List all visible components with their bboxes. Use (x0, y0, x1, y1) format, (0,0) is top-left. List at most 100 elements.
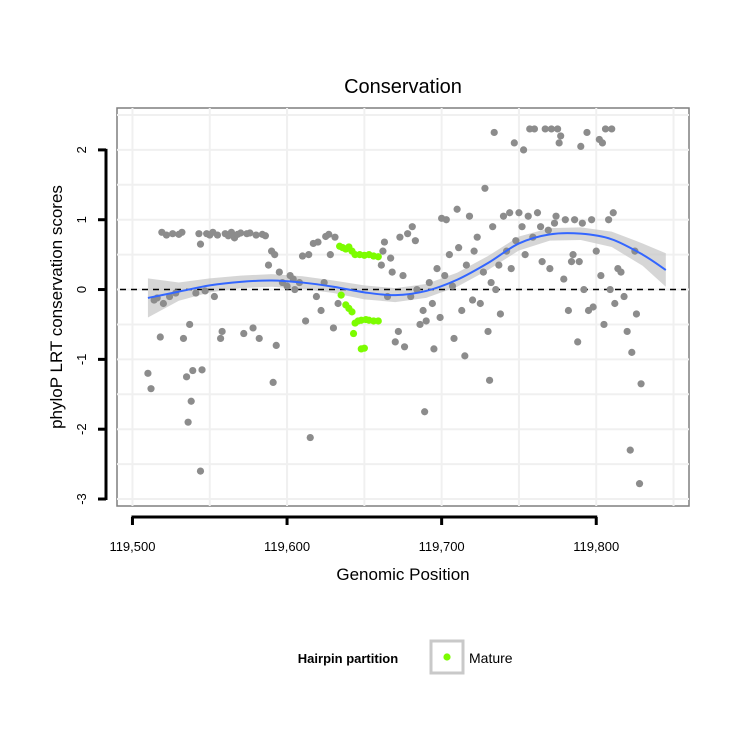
data-point-other (156, 333, 164, 341)
data-point-other (490, 128, 498, 137)
data-point-other (305, 251, 313, 259)
data-point-other (413, 285, 421, 294)
data-point-other (192, 289, 200, 297)
data-point-other (623, 327, 631, 336)
data-point-other (399, 271, 407, 280)
data-point-other (518, 223, 526, 231)
data-point-other (580, 285, 588, 294)
data-point-other (635, 480, 644, 488)
x-tick-label: 119,500 (109, 539, 155, 554)
data-point-other (597, 271, 605, 280)
data-point-mature (374, 317, 382, 325)
data-point-other (269, 378, 277, 387)
data-point-other (533, 209, 542, 217)
data-point-other (178, 228, 186, 236)
data-point-other (255, 334, 263, 343)
data-point-other (246, 229, 254, 237)
legend: Hairpin partition Mature (298, 639, 513, 675)
data-point-other (547, 125, 556, 133)
data-point-mature (348, 308, 356, 316)
data-point-other (210, 292, 218, 301)
x-axis-label: Genomic Position (336, 565, 469, 584)
data-point-other (387, 254, 395, 262)
y-tick-label: 0 (74, 286, 89, 293)
data-point-other (196, 240, 205, 248)
data-point-other (189, 366, 197, 375)
data-point-other (578, 219, 586, 227)
data-point-other (162, 231, 171, 239)
data-point-mature (374, 253, 382, 261)
legend-key-mature (443, 653, 451, 661)
x-tick-label: 119,800 (573, 539, 619, 554)
data-point-other (515, 209, 523, 217)
data-point-other (275, 268, 283, 276)
data-point-other (620, 292, 628, 301)
data-point-other (546, 264, 554, 273)
data-point-other (428, 299, 436, 308)
data-point-other (159, 299, 167, 308)
data-points-layer (144, 125, 645, 488)
data-point-other (187, 397, 195, 405)
confidence-band (147, 227, 666, 318)
data-point-other (550, 219, 559, 227)
data-point-other (519, 146, 528, 154)
data-point-other (496, 310, 504, 318)
data-point-other (314, 238, 322, 246)
data-point-other (592, 247, 600, 255)
data-point-other (606, 285, 614, 294)
data-point-other (169, 230, 177, 238)
data-point-other (404, 230, 412, 238)
data-point-other (541, 125, 549, 133)
data-point-other (198, 366, 206, 374)
data-point-other (611, 299, 619, 308)
data-point-other (195, 230, 203, 238)
data-point-other (468, 296, 477, 304)
data-point-other (291, 285, 299, 294)
data-point-other (388, 268, 396, 276)
data-point-mature (337, 291, 345, 299)
data-point-other (485, 376, 494, 384)
smooth-trend-line (147, 232, 667, 299)
chart-title: Conservation (344, 76, 462, 98)
data-point-other (530, 125, 539, 133)
data-point-other (521, 251, 529, 259)
data-point-other (575, 258, 583, 266)
data-point-other (264, 261, 273, 269)
data-point-other (609, 209, 617, 217)
data-point-other (391, 338, 399, 346)
data-point-other (583, 128, 591, 137)
data-point-other (261, 232, 270, 240)
data-point-other (425, 278, 433, 287)
data-point-other (302, 317, 310, 325)
data-point-other (536, 223, 545, 231)
data-point-other (218, 327, 226, 336)
x-tick-label: 119,700 (419, 539, 465, 554)
data-point-other (637, 380, 645, 388)
data-point-other (507, 264, 515, 273)
data-point-other (470, 247, 478, 255)
data-point-other (182, 373, 191, 381)
data-point-other (317, 306, 325, 315)
data-point-other (430, 345, 438, 353)
data-point-other (569, 251, 577, 259)
data-point-other (458, 306, 466, 315)
y-tick-label: 1 (74, 216, 89, 223)
data-point-other (479, 268, 487, 276)
data-point-other (331, 233, 339, 241)
data-point-other (448, 282, 457, 290)
data-point-other (216, 334, 225, 343)
y-tick-label: -1 (74, 354, 89, 366)
data-point-other (400, 343, 409, 351)
data-point-other (433, 264, 441, 273)
data-point-other (489, 223, 497, 231)
x-axis: 119,500 119,600 119,700 119,800 (109, 515, 619, 554)
smooth-line-layer (147, 232, 667, 299)
data-point-other (476, 299, 484, 308)
data-point-other (487, 278, 495, 287)
data-point-other (186, 320, 194, 329)
data-point-other (553, 125, 562, 133)
data-point-other (421, 408, 429, 416)
data-point-other (524, 212, 532, 220)
data-point-other (441, 271, 449, 280)
